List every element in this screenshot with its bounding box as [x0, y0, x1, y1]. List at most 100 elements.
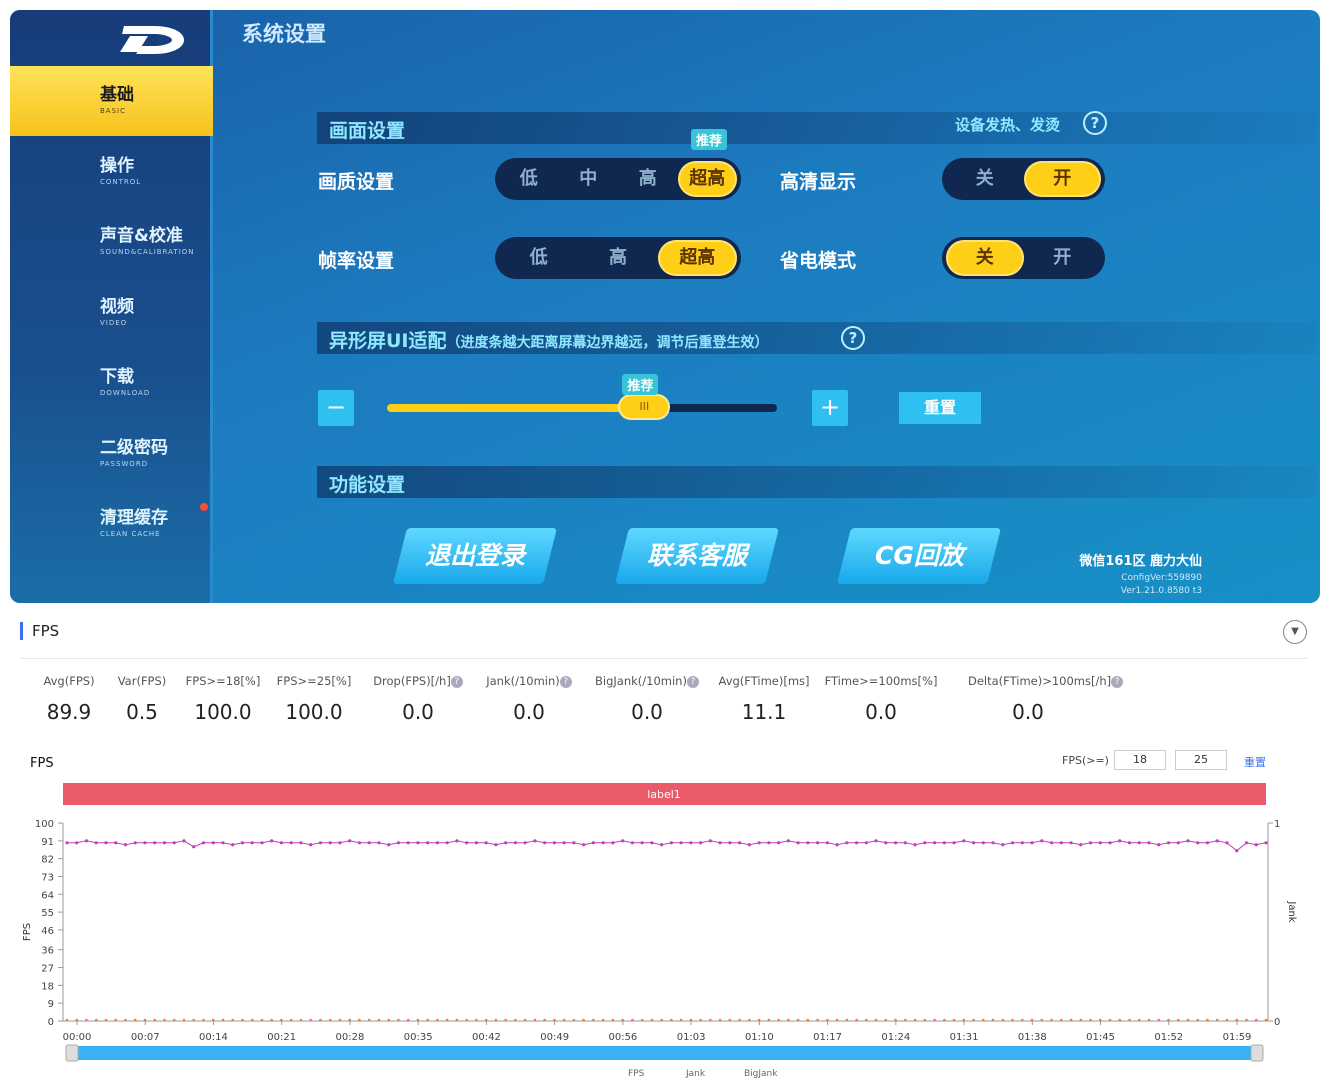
hd-toggle[interactable]: 关开: [942, 158, 1105, 200]
stat-value: 0.0: [402, 700, 434, 724]
quality-selector[interactable]: 低 中 高超高: [495, 158, 741, 200]
stat-0: Avg(FPS) 89.9: [9, 674, 129, 724]
sidebar-item-download[interactable]: 下载 DOWNLOAD: [10, 348, 213, 418]
divider: [20, 658, 1308, 659]
sidebar-item-label: 清理缓存: [100, 508, 168, 528]
framerate-option[interactable]: 超高: [657, 240, 737, 276]
cg-replay-button[interactable]: CG回放: [837, 528, 1001, 584]
hd-option[interactable]: 关: [975, 168, 994, 189]
sidebar-item-sublabel: CONTROL: [100, 177, 142, 186]
quality-option[interactable]: 高: [638, 168, 657, 189]
stat-label: FTime>=100ms[%]: [824, 674, 938, 688]
stat-label: Avg(FPS): [43, 674, 95, 688]
stat-value: 89.9: [46, 700, 92, 724]
hd-option[interactable]: 开: [1023, 161, 1101, 197]
stat-value: 0.0: [1012, 700, 1044, 724]
stat-1: Var(FPS) 0.5: [82, 674, 202, 724]
help-icon[interactable]: ?: [559, 675, 572, 688]
function-settings-header: 功能设置: [317, 466, 1317, 498]
framerate-selector[interactable]: 低 高 超高: [495, 237, 741, 279]
stat-label: Drop(FPS)[/h]: [373, 674, 451, 688]
stat-8: FTime>=100ms[%] 0.0: [821, 674, 941, 724]
notification-dot: [200, 503, 208, 511]
help-icon[interactable]: ?: [686, 675, 699, 688]
sidebar-item-sound-calibration[interactable]: 声音&校准 SOUND&CALIBRATION: [10, 207, 213, 277]
sidebar-item-basic[interactable]: 基础 BASIC: [10, 66, 213, 136]
stat-value: 0.0: [631, 700, 663, 724]
slider-increase-button[interactable]: +: [812, 390, 848, 426]
power_save-option[interactable]: 开: [1053, 247, 1072, 268]
help-icon[interactable]: ?: [1111, 675, 1124, 688]
config-version: ConfigVer:559890: [1121, 573, 1202, 583]
logout-button[interactable]: 退出登录: [393, 528, 557, 584]
stat-label: BigJank(/10min): [595, 674, 687, 688]
quality-option[interactable]: 中: [579, 168, 598, 189]
framerate-label: 帧率设置: [318, 250, 395, 272]
sidebar-item-label: 视频: [100, 296, 134, 317]
slider-decrease-button[interactable]: −: [318, 390, 354, 426]
sidebar-item-password[interactable]: 二级密码 PASSWORD: [10, 419, 213, 489]
sidebar-item-sublabel: VIDEO: [100, 318, 128, 327]
help-icon[interactable]: ?: [841, 326, 865, 350]
stat-label: FPS>=18[%]: [185, 674, 261, 688]
notch-slider[interactable]: III 推荐: [387, 374, 777, 420]
power-save-label: 省电模式: [780, 250, 857, 272]
stat-2: FPS>=18[%] 100.0: [163, 674, 283, 724]
panel-title: FPS: [32, 622, 60, 640]
contact-support-button[interactable]: 联系客服: [615, 528, 779, 584]
sidebar-item-label: 下载: [100, 367, 134, 387]
quality-label: 画质设置: [318, 171, 395, 193]
section-title: 功能设置: [329, 474, 406, 496]
sidebar-item-clean-cache[interactable]: 清理缓存 CLEAN CACHE: [10, 489, 213, 559]
hd-label: 高清显示: [780, 171, 857, 193]
stat-label: Delta(FTime)>100ms[/h]: [968, 674, 1112, 688]
slider-handle[interactable]: III: [618, 394, 671, 420]
sidebar-item-label: 基础: [100, 85, 134, 105]
framerate-option[interactable]: 低: [529, 247, 548, 268]
quality-option[interactable]: 低: [519, 168, 538, 189]
stat-7: Avg(FTime)[ms] 11.1: [704, 674, 824, 724]
device-heat-link[interactable]: 设备发热、发烫: [955, 116, 1061, 134]
recommended-badge: 推荐: [691, 129, 728, 150]
title-accent: [20, 622, 23, 640]
stat-value: 0.0: [513, 700, 545, 724]
sidebar-item-label: 声音&校准: [100, 226, 183, 246]
stat-5: Jank(/10min)? 0.0: [469, 674, 589, 724]
quality-option[interactable]: 超高: [677, 161, 737, 197]
stat-value: 0.5: [126, 700, 158, 724]
section-title: 画面设置: [329, 120, 406, 142]
game-settings-screen: 基础 BASIC 操作 CONTROL 声音&校准 SOUND&CALIBRATION 视频…: [10, 10, 1320, 603]
stat-6: BigJank(/10min)? 0.0: [587, 674, 707, 724]
sidebar-item-control[interactable]: 操作 CONTROL: [10, 137, 213, 207]
stat-value: 100.0: [285, 700, 343, 724]
stat-3: FPS>=25[%] 100.0: [254, 674, 374, 724]
stat-label: Var(FPS): [117, 674, 167, 688]
threshold-reset-link[interactable]: 重置: [1244, 756, 1266, 769]
stat-label: Jank(/10min): [486, 674, 560, 688]
power_save-option[interactable]: 关: [946, 240, 1024, 276]
threshold-input-1[interactable]: 18: [1114, 750, 1166, 770]
sidebar-item-sublabel: SOUND&CALIBRATION: [100, 248, 195, 256]
sidebar-item-label: 操作: [100, 155, 134, 176]
help-icon[interactable]: ?: [1083, 111, 1107, 135]
threshold-input-2[interactable]: 25: [1175, 750, 1227, 770]
help-icon[interactable]: ?: [450, 675, 463, 688]
slider-reset-button[interactable]: 重置: [899, 392, 981, 424]
stat-label: Avg(FTime)[ms]: [718, 674, 810, 688]
stat-9: Delta(FTime)>100ms[/h]? 0.0: [968, 674, 1124, 724]
stat-label: FPS>=25[%]: [276, 674, 352, 688]
sidebar-item-sublabel: DOWNLOAD: [100, 389, 151, 397]
collapse-chevron-icon[interactable]: ▼: [1283, 620, 1307, 644]
recommended-badge: 推荐: [622, 374, 659, 395]
sidebar-item-sublabel: CLEAN CACHE: [100, 530, 161, 538]
display-settings-header: 画面设置: [317, 112, 1317, 144]
power-save-toggle[interactable]: 关开: [942, 237, 1105, 279]
sidebar-item-video[interactable]: 视频 VIDEO: [10, 278, 213, 348]
server-name: 微信161区 鹿力大仙: [1079, 554, 1202, 569]
notch-adapt-header: 异形屏UI适配（进度条越大距离屏幕边界越远，调节后重登生效）: [317, 322, 1317, 354]
sidebar-item-label: 二级密码: [100, 437, 168, 458]
section-title: 异形屏UI适配: [329, 330, 447, 352]
framerate-option[interactable]: 高: [608, 247, 627, 268]
fps-panel: FPS ▼ Avg(FPS) 89.9 Var(FPS) 0.5 FPS>=18[%] 1…: [10, 606, 1320, 1076]
app-version: Ver1.21.0.8580 t3: [1120, 586, 1202, 596]
